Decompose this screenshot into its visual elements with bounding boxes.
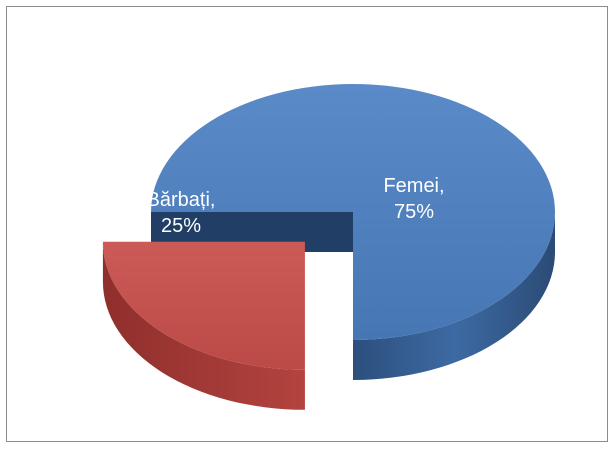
slice-femei-side [353, 212, 555, 380]
label-barbati: Bărbați, 25% [147, 189, 216, 237]
slice-barbati[interactable] [102, 241, 305, 370]
slice-barbati-side [102, 241, 305, 410]
slice-femei[interactable] [151, 84, 555, 340]
label-femei: Femei, 75% [383, 175, 444, 223]
